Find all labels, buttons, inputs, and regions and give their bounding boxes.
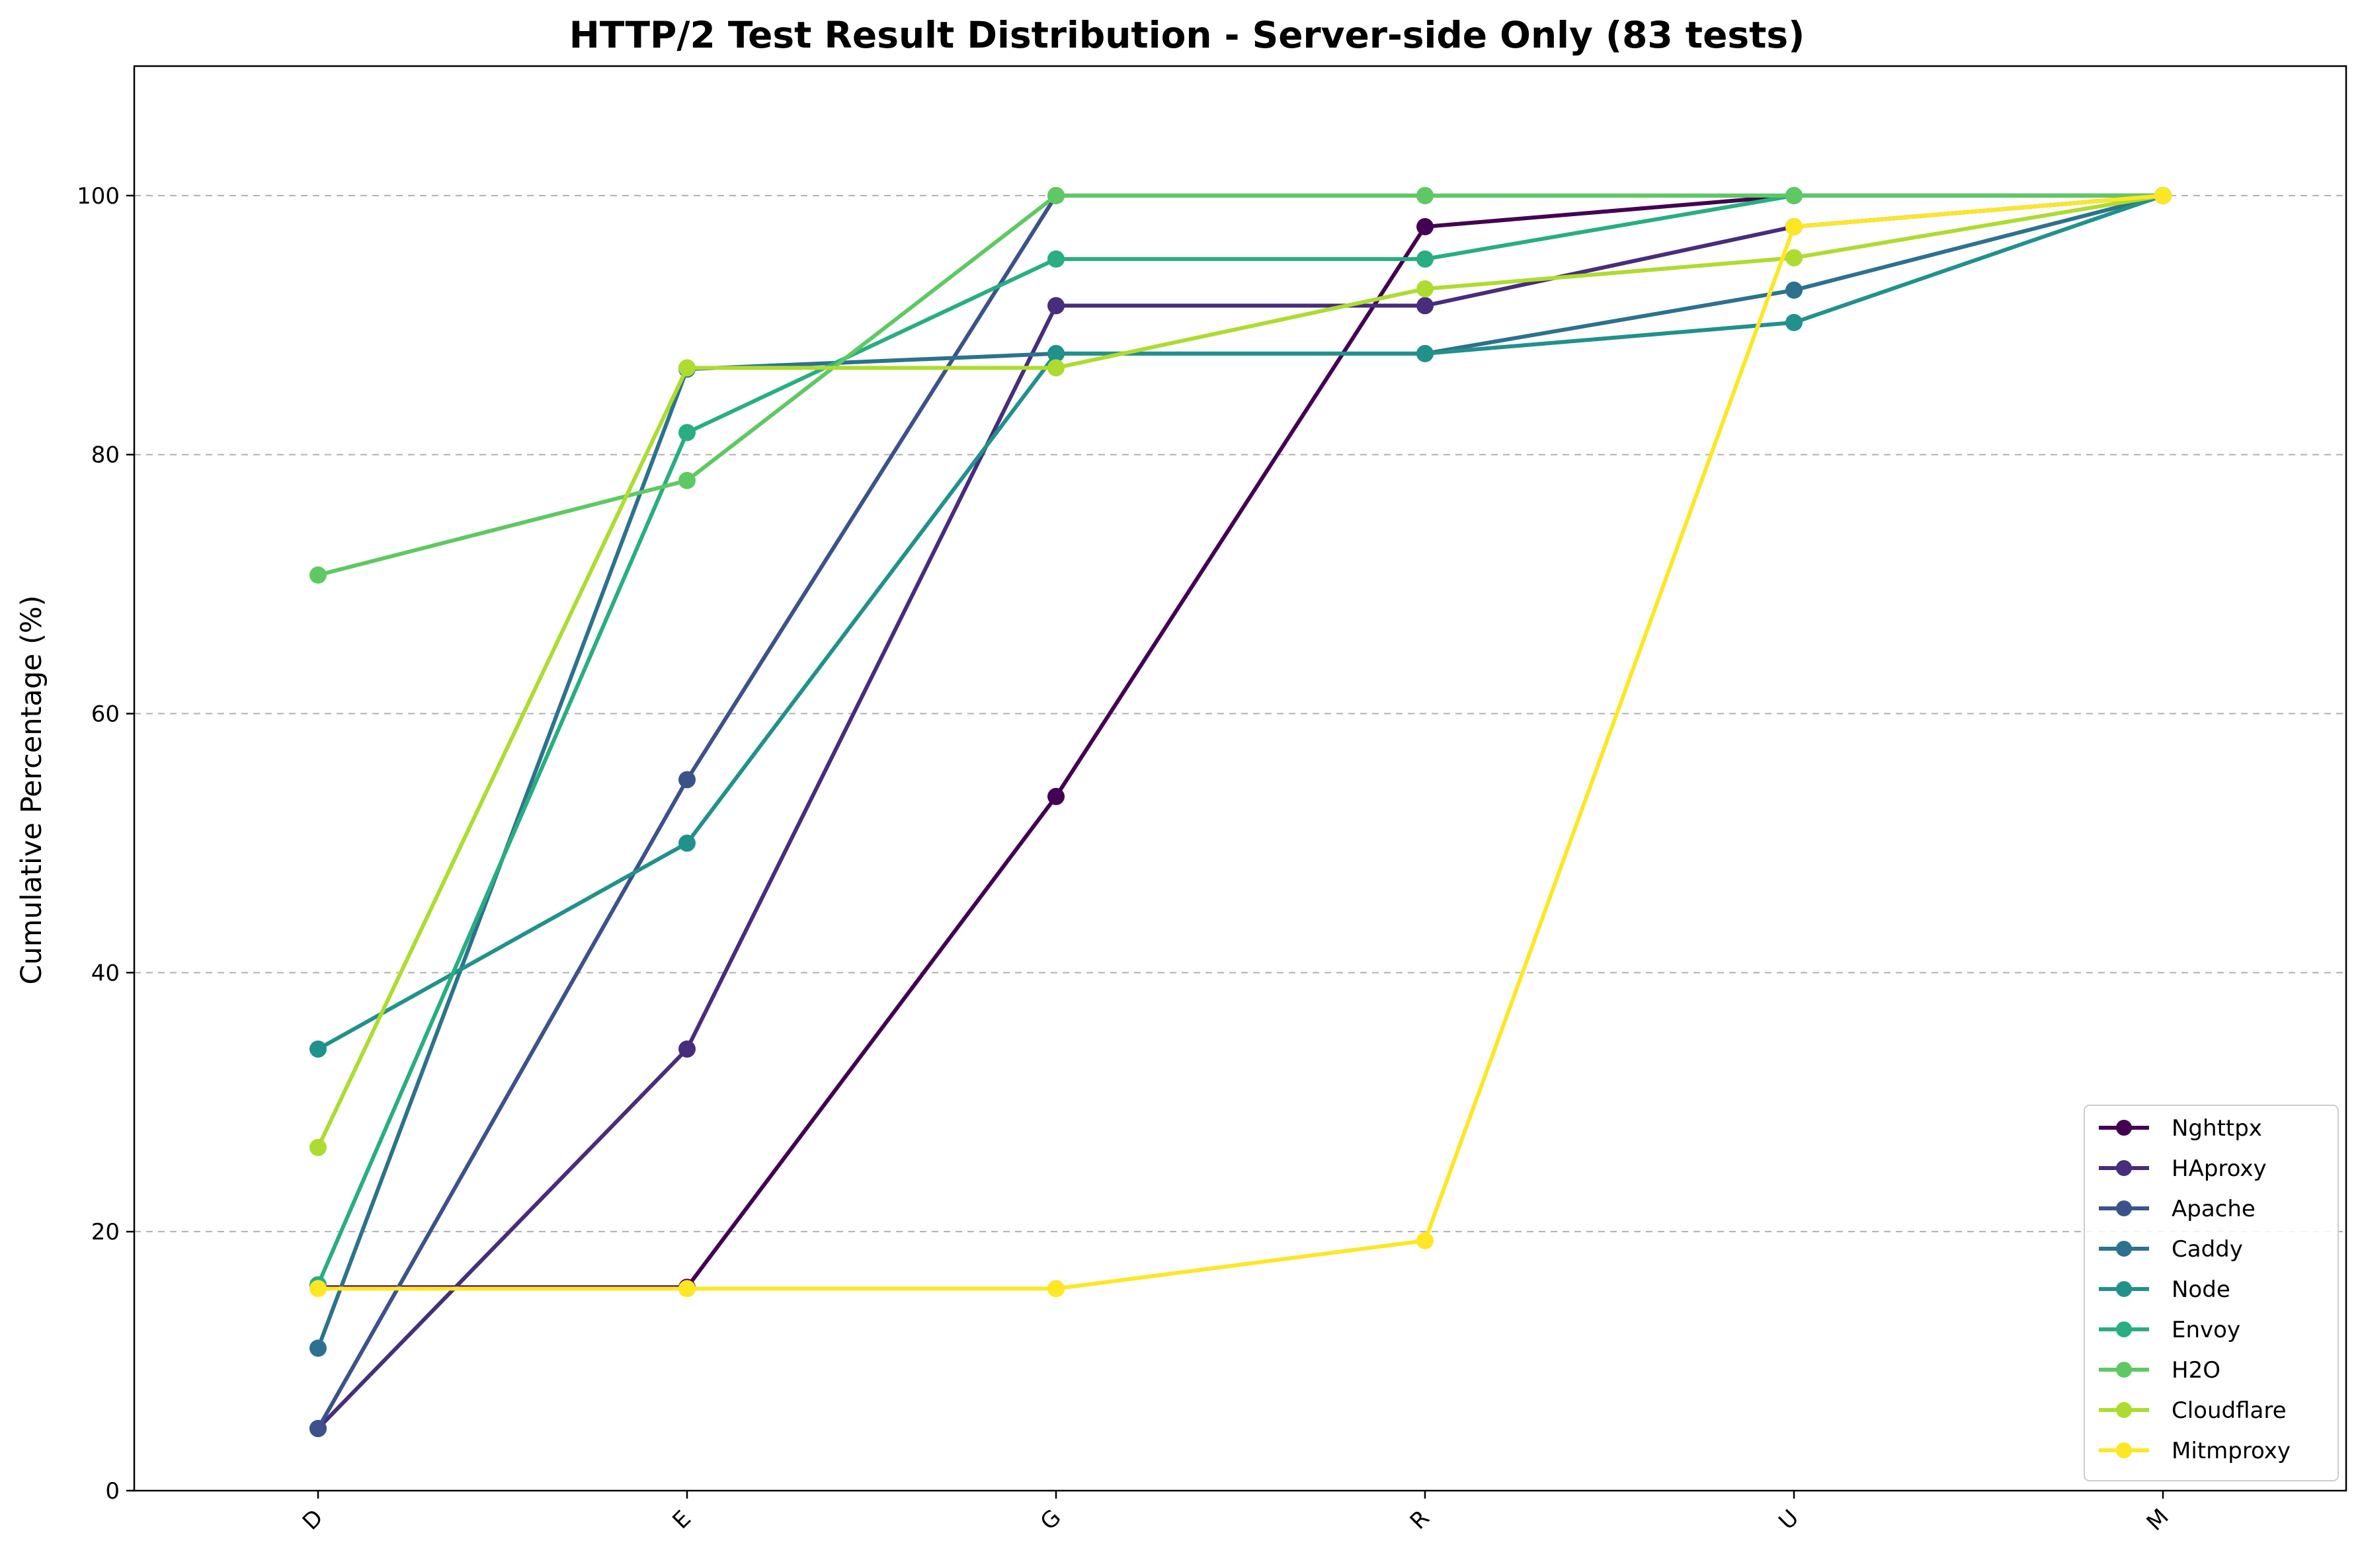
- legend-marker-cloudflare: [2116, 1402, 2132, 1418]
- point-node-R: [1416, 344, 1434, 362]
- legend-marker-apache: [2116, 1200, 2132, 1216]
- point-mitmproxy-D: [309, 1280, 327, 1298]
- legend-label-envoy: Envoy: [2172, 1317, 2240, 1343]
- point-h2o-G: [1047, 186, 1065, 204]
- y-tick-label-60: 60: [91, 701, 120, 728]
- legend-marker-nghttpx: [2116, 1120, 2132, 1136]
- legend-item-nghttpx: Nghttpx: [2099, 1115, 2262, 1142]
- y-tick-label-0: 0: [105, 1478, 120, 1505]
- point-h2o-E: [678, 471, 696, 489]
- point-envoy-E: [678, 424, 696, 442]
- point-mitmproxy-U: [1785, 217, 1803, 235]
- legend-item-node: Node: [2099, 1276, 2230, 1303]
- legend-item-cloudflare: Cloudflare: [2099, 1397, 2287, 1424]
- y-tick-label-40: 40: [91, 960, 120, 986]
- point-nghttpx-R: [1416, 217, 1434, 235]
- point-node-D: [309, 1040, 327, 1058]
- legend-marker-mitmproxy: [2116, 1442, 2132, 1458]
- legend-label-node: Node: [2172, 1276, 2230, 1303]
- point-caddy-U: [1785, 281, 1803, 299]
- legend-marker-envoy: [2116, 1321, 2132, 1337]
- point-h2o-D: [309, 566, 327, 584]
- legend-item-haproxy: HAproxy: [2099, 1156, 2267, 1182]
- legend-box: [2084, 1105, 2339, 1481]
- legend-label-cloudflare: Cloudflare: [2172, 1397, 2287, 1424]
- legend-label-nghttpx: Nghttpx: [2172, 1115, 2262, 1142]
- point-node-U: [1785, 313, 1803, 331]
- point-h2o-R: [1416, 186, 1434, 204]
- point-caddy-D: [309, 1339, 327, 1357]
- point-cloudflare-E: [678, 359, 696, 377]
- point-apache-D: [309, 1419, 327, 1437]
- chart-title: HTTP/2 Test Result Distribution - Server…: [569, 14, 1805, 56]
- legend-label-apache: Apache: [2172, 1196, 2256, 1222]
- point-cloudflare-U: [1785, 249, 1803, 266]
- legend-label-caddy: Caddy: [2172, 1236, 2243, 1263]
- series-line-node: [316, 193, 2165, 1051]
- point-envoy-G: [1047, 250, 1065, 268]
- y-tick-label-80: 80: [91, 442, 120, 469]
- point-envoy-R: [1416, 250, 1434, 268]
- point-haproxy-R: [1416, 297, 1434, 315]
- plot-frame: [133, 65, 2347, 1492]
- point-haproxy-E: [678, 1040, 696, 1058]
- y-axis: 0 20 40 60 80 100: [77, 183, 134, 1505]
- point-haproxy-G: [1047, 297, 1065, 315]
- series-cloudflare: [309, 186, 2172, 1156]
- y-tick-label-20: 20: [91, 1219, 120, 1245]
- legend-marker-haproxy: [2116, 1160, 2132, 1176]
- point-node-G: [1047, 344, 1065, 362]
- legend-label-mitmproxy: Mitmproxy: [2172, 1438, 2291, 1464]
- legend-label-haproxy: HAproxy: [2172, 1156, 2267, 1182]
- legend-item-apache: Apache: [2099, 1196, 2256, 1222]
- point-cloudflare-D: [309, 1138, 327, 1156]
- legend-item-caddy: Caddy: [2099, 1236, 2243, 1263]
- series-line-cloudflare: [316, 193, 2165, 1150]
- point-apache-E: [678, 771, 696, 789]
- point-mitmproxy-R: [1416, 1232, 1434, 1249]
- y-tick-label-100: 100: [77, 183, 120, 210]
- legend: Nghttpx HAproxy Apache Caddy Node Envoy H2O Clo…: [2084, 1105, 2339, 1481]
- series-line-mitmproxy: [316, 193, 2165, 1291]
- legend-item-h2o: H2O: [2099, 1357, 2220, 1384]
- point-mitmproxy-E: [678, 1280, 696, 1298]
- series-lines: [309, 186, 2172, 1437]
- point-cloudflare-R: [1416, 280, 1434, 297]
- point-node-E: [678, 834, 696, 852]
- y-axis-label: Cumulative Percentage (%): [15, 595, 48, 984]
- point-nghttpx-G: [1047, 787, 1065, 805]
- point-cloudflare-G: [1047, 359, 1065, 377]
- point-mitmproxy-M: [2154, 186, 2172, 204]
- series-mitmproxy: [309, 186, 2172, 1298]
- legend-item-envoy: Envoy: [2099, 1317, 2240, 1343]
- legend-label-h2o: H2O: [2172, 1357, 2220, 1384]
- legend-marker-h2o: [2116, 1362, 2132, 1378]
- legend-marker-caddy: [2116, 1241, 2132, 1257]
- legend-item-mitmproxy: Mitmproxy: [2099, 1438, 2291, 1464]
- point-mitmproxy-G: [1047, 1280, 1065, 1298]
- point-h2o-U: [1785, 186, 1803, 204]
- legend-marker-node: [2116, 1281, 2132, 1297]
